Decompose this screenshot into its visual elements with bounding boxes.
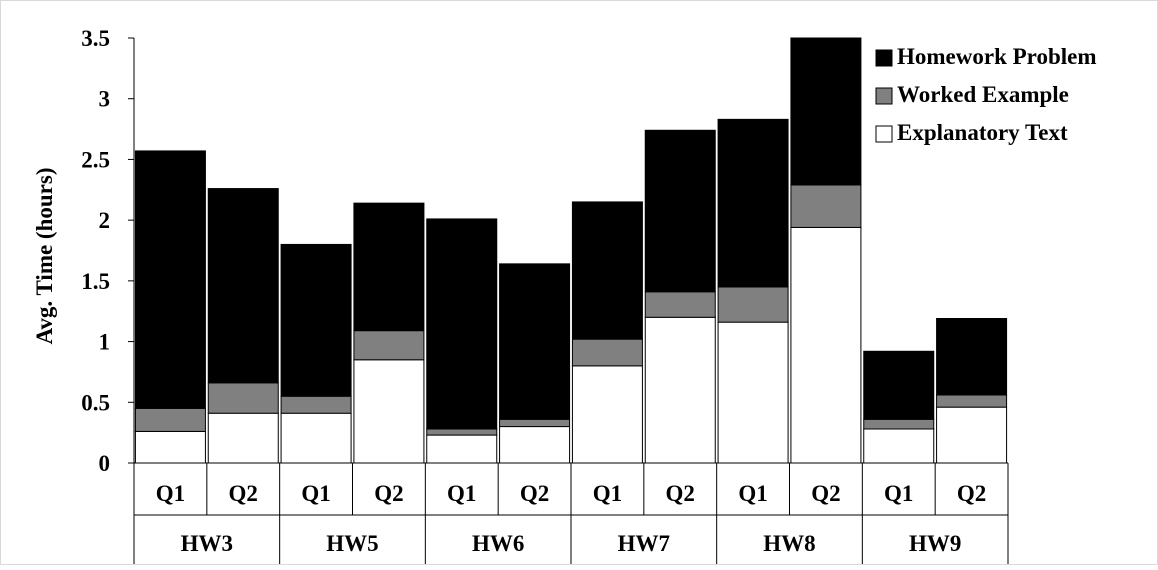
category-label: Q2 — [374, 481, 403, 506]
y-tick-label: 2.5 — [81, 147, 110, 172]
group-label: HW3 — [181, 531, 233, 556]
bar-segment-homework-problem — [134, 150, 206, 409]
legend-label: Explanatory Text — [897, 120, 1068, 145]
bar-segment-explanatory-text — [936, 406, 1008, 464]
bar-segment-homework-problem — [353, 202, 425, 332]
category-label: Q1 — [301, 481, 330, 506]
legend-swatch — [875, 49, 893, 67]
bar-segment-homework-problem — [571, 201, 643, 340]
category-label: Q2 — [520, 481, 549, 506]
group-label: HW9 — [909, 531, 961, 556]
bars — [134, 37, 1008, 464]
y-tick-label: 0.5 — [81, 390, 110, 415]
group-label: HW6 — [472, 531, 524, 556]
y-tick-label: 1 — [99, 330, 111, 355]
category-label: Q2 — [666, 481, 695, 506]
bar-segment-homework-problem — [499, 263, 571, 420]
y-tick-label: 0 — [99, 451, 111, 476]
x-category-labels: Q1 Q2 Q1 Q2 Q1 Q2 Q1 Q2 Q1 Q2 Q1 Q2 HW3 HW5 HW6 HW7 HW8 H… — [156, 481, 987, 556]
y-tick-labels: 0 0.5 1 1.5 2 2.5 3 3.5 — [81, 26, 110, 476]
category-label: Q1 — [884, 481, 913, 506]
bar-segment-worked-example — [790, 184, 862, 228]
bar-segment-homework-problem — [790, 37, 862, 186]
category-label: Q1 — [738, 481, 767, 506]
bar-segment-homework-problem — [426, 218, 498, 430]
bar-segment-explanatory-text — [790, 226, 862, 464]
bar-segment-homework-problem — [936, 318, 1008, 396]
legend-swatch — [875, 87, 893, 105]
bar-segment-homework-problem — [280, 243, 352, 397]
bar-segment-worked-example — [644, 291, 716, 318]
legend-label: Worked Example — [897, 82, 1069, 107]
category-label: Q1 — [593, 481, 622, 506]
y-tick-label: 2 — [99, 208, 111, 233]
bar-segment-homework-problem — [644, 129, 716, 293]
bar-segment-explanatory-text — [426, 434, 498, 464]
y-tick-label: 3 — [99, 87, 111, 112]
category-label: Q1 — [156, 481, 185, 506]
y-tick-label: 3.5 — [81, 26, 110, 51]
bar-segment-explanatory-text — [280, 412, 352, 464]
legend-label: Homework Problem — [897, 44, 1097, 69]
bar-segment-worked-example — [717, 286, 789, 323]
legend: Homework Problem Worked Example Explanator… — [875, 44, 1097, 145]
bar-segment-explanatory-text — [644, 316, 716, 464]
bar-segment-homework-problem — [863, 350, 935, 420]
bar-segment-explanatory-text — [207, 412, 279, 464]
group-label: HW5 — [326, 531, 378, 556]
category-label: Q2 — [811, 481, 840, 506]
bar-segment-homework-problem — [207, 188, 279, 384]
bar-segment-worked-example — [353, 330, 425, 361]
bar-segment-explanatory-text — [717, 321, 789, 464]
category-label: Q2 — [957, 481, 986, 506]
legend-swatch — [875, 125, 893, 143]
bar-segment-worked-example — [207, 382, 279, 414]
bar-segment-homework-problem — [717, 118, 789, 288]
y-tick-label: 1.5 — [81, 269, 110, 294]
axes — [128, 37, 1009, 565]
category-label: Q1 — [447, 481, 476, 506]
bar-segment-explanatory-text — [134, 430, 206, 464]
category-label: Q2 — [229, 481, 258, 506]
bar-segment-explanatory-text — [571, 365, 643, 464]
group-label: HW7 — [618, 531, 670, 556]
group-label: HW8 — [763, 531, 815, 556]
y-axis-label: Avg. Time (hours) — [32, 168, 57, 345]
bar-segment-explanatory-text — [863, 428, 935, 464]
